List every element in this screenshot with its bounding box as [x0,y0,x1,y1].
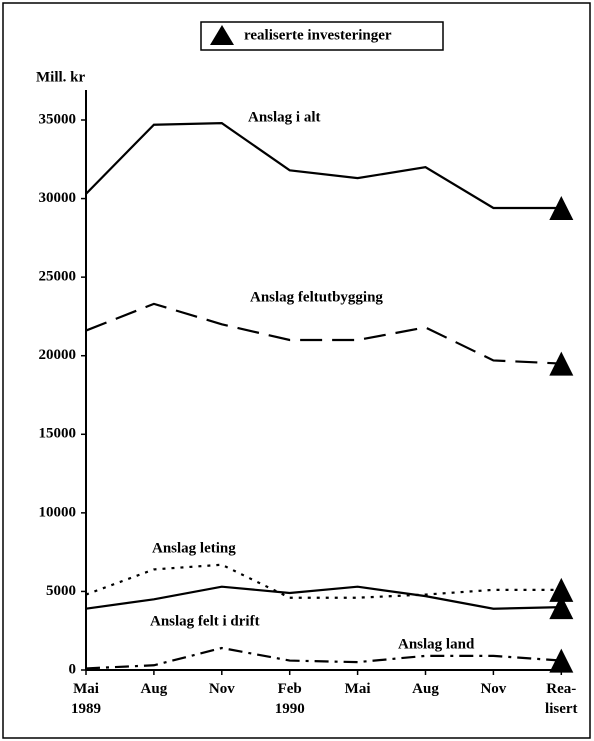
series-line [85,585,562,610]
x-tick-label: Nov [209,681,235,697]
series-label: Anslag leting [152,540,236,556]
series-line [85,646,562,670]
legend-marker [210,25,234,45]
legend-label: realiserte investeringer [244,27,392,43]
y-tick-label: 30000 [39,190,77,206]
y-tick-label: 20000 [39,347,77,363]
x-tick-label: Feb 1990 [275,681,305,717]
series-line [85,122,562,210]
x-tick-label: Rea-lisert [545,681,577,717]
legend-box [200,21,444,51]
x-tick-label: Aug [141,681,168,697]
realized-marker [549,648,574,673]
y-tick-label: 35000 [39,111,77,127]
y-tick-label: 25000 [39,269,77,285]
y-axis-label: Mill. kr [36,69,86,85]
y-tick-label: 0 [69,661,77,677]
x-tick-label: Mai [345,681,371,697]
realized-marker [549,595,574,620]
realized-marker [549,577,574,602]
x-tick-label: Mai 1989 [71,681,101,717]
realized-marker [549,351,574,376]
y-tick-label: 10000 [39,504,77,520]
realized-marker [549,196,574,220]
x-tick-label: Nov [480,681,506,697]
y-tick-label: 15000 [39,426,77,442]
series-line [85,302,562,365]
series-label: Anslag feltutbygging [250,289,383,305]
series-label: Anslag felt i drift [150,613,260,629]
series-label: Anslag i alt [248,109,321,125]
y-tick-label: 5000 [46,583,76,599]
series-label: Anslag land [398,636,475,652]
series-line [85,563,562,599]
x-tick-label: Aug [412,681,439,697]
